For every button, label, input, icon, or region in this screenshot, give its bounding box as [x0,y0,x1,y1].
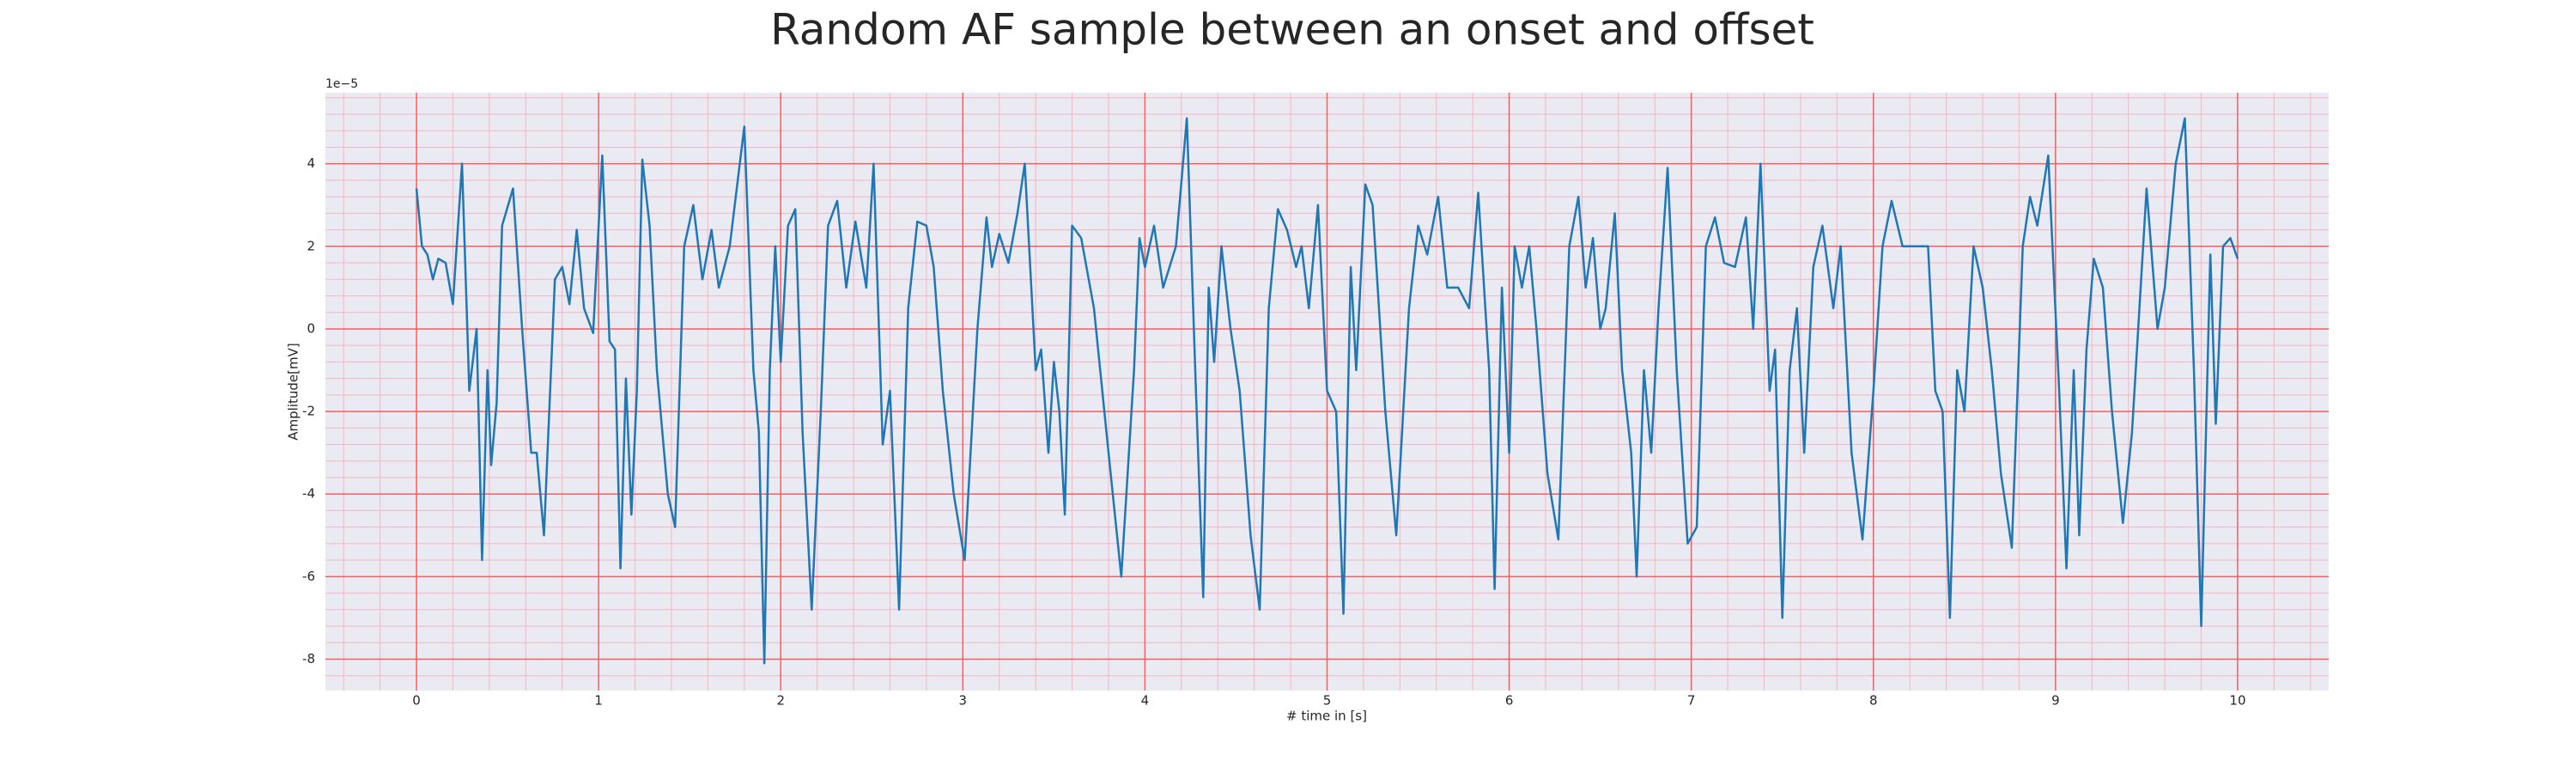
x-tick-label: 5 [1323,693,1332,709]
y-tick-label: 4 [307,155,315,171]
x-tick-label: 4 [1141,693,1150,709]
chart-title: Random AF sample between an onset and of… [770,5,1814,55]
marks [415,117,2239,665]
y-offset-label: 1e−5 [325,77,358,91]
tick-labels: 0 1 2 3 4 5 6 7 8 9 10 -8 -6 -4 -2 0 2 4 [302,155,2245,708]
y-tick-label: -8 [302,651,315,666]
y-tick-label: 0 [307,320,315,336]
grid [325,93,2329,691]
x-tick-label: 10 [2229,693,2245,709]
x-tick-label: 7 [1687,693,1696,709]
x-tick-label: 3 [959,693,968,709]
x-tick-label: 9 [2051,693,2060,709]
x-tick-label: 8 [1869,693,1878,709]
y-tick-label: -6 [302,569,315,584]
y-tick-label: -4 [302,486,315,502]
y-tick-label: 2 [307,238,315,253]
x-tick-label: 0 [412,693,421,709]
y-axis-label: Amplitude[mV] [286,343,301,440]
x-tick-label: 1 [594,693,603,709]
signal-line [415,117,2239,665]
x-tick-label: 2 [776,693,785,709]
x-axis-label: # time in [s] [1286,709,1367,724]
x-tick-label: 6 [1505,693,1514,709]
y-tick-label: -2 [302,404,315,419]
